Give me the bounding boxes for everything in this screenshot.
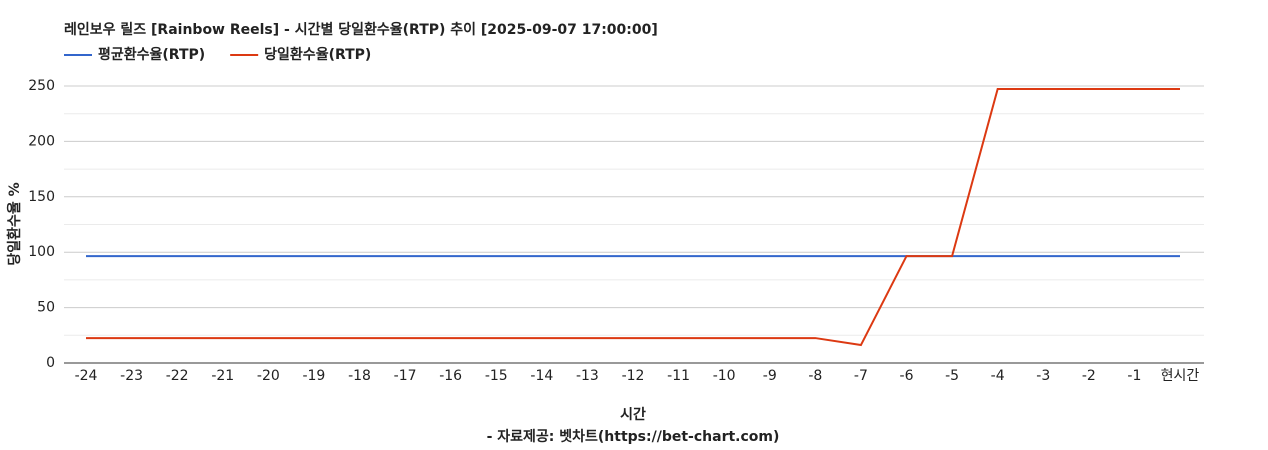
- y-tick-label: 150: [28, 189, 55, 205]
- x-tick-label: -24: [75, 368, 98, 384]
- series-line: [86, 87, 1180, 347]
- x-tick-label: -6: [900, 368, 914, 384]
- y-tick-label: 100: [28, 244, 55, 260]
- x-tick-label: -14: [530, 368, 553, 384]
- x-tick-label: -1: [1127, 368, 1141, 384]
- x-tick-label: -23: [120, 368, 143, 384]
- y-tick-label: 50: [37, 300, 55, 316]
- x-tick-label: -2: [1082, 368, 1096, 384]
- x-tick-label: -15: [485, 368, 508, 384]
- x-tick-label: -12: [622, 368, 645, 384]
- x-tick-label: -4: [991, 368, 1005, 384]
- x-tick-label: -22: [166, 368, 189, 384]
- x-tick-label: -19: [302, 368, 325, 384]
- chart-title: 레인보우 릴즈 [Rainbow Reels] - 시간별 당일환수율(RTP)…: [64, 21, 658, 38]
- x-tick-label: -5: [945, 368, 959, 384]
- x-tick-label: -20: [257, 368, 280, 384]
- x-tick-label: 현시간: [1161, 368, 1200, 384]
- x-tick-label: -8: [808, 368, 822, 384]
- source-note: - 자료제공: 벳차트(https://bet-chart.com): [487, 428, 780, 445]
- x-tick-label: -18: [348, 368, 371, 384]
- x-tick-label: -3: [1036, 368, 1050, 384]
- legend-label: 당일환수율(RTP): [264, 46, 371, 63]
- y-tick-label: 0: [46, 355, 55, 371]
- y-tick-label: 200: [28, 133, 55, 149]
- x-tick-label: -21: [211, 368, 234, 384]
- x-tick-label: -10: [713, 368, 736, 384]
- x-tick-label: -7: [854, 368, 868, 384]
- y-tick-label: 250: [28, 78, 55, 94]
- x-tick-label: -16: [439, 368, 462, 384]
- x-tick-label: -13: [576, 368, 599, 384]
- x-tick-label: -11: [667, 368, 690, 384]
- x-axis-title: 시간: [620, 406, 646, 423]
- y-axis-title: 당일환수율 %: [6, 182, 23, 265]
- x-tick-label: -9: [763, 368, 777, 384]
- legend-label: 평균환수율(RTP): [98, 46, 205, 63]
- x-tick-label: -17: [394, 368, 417, 384]
